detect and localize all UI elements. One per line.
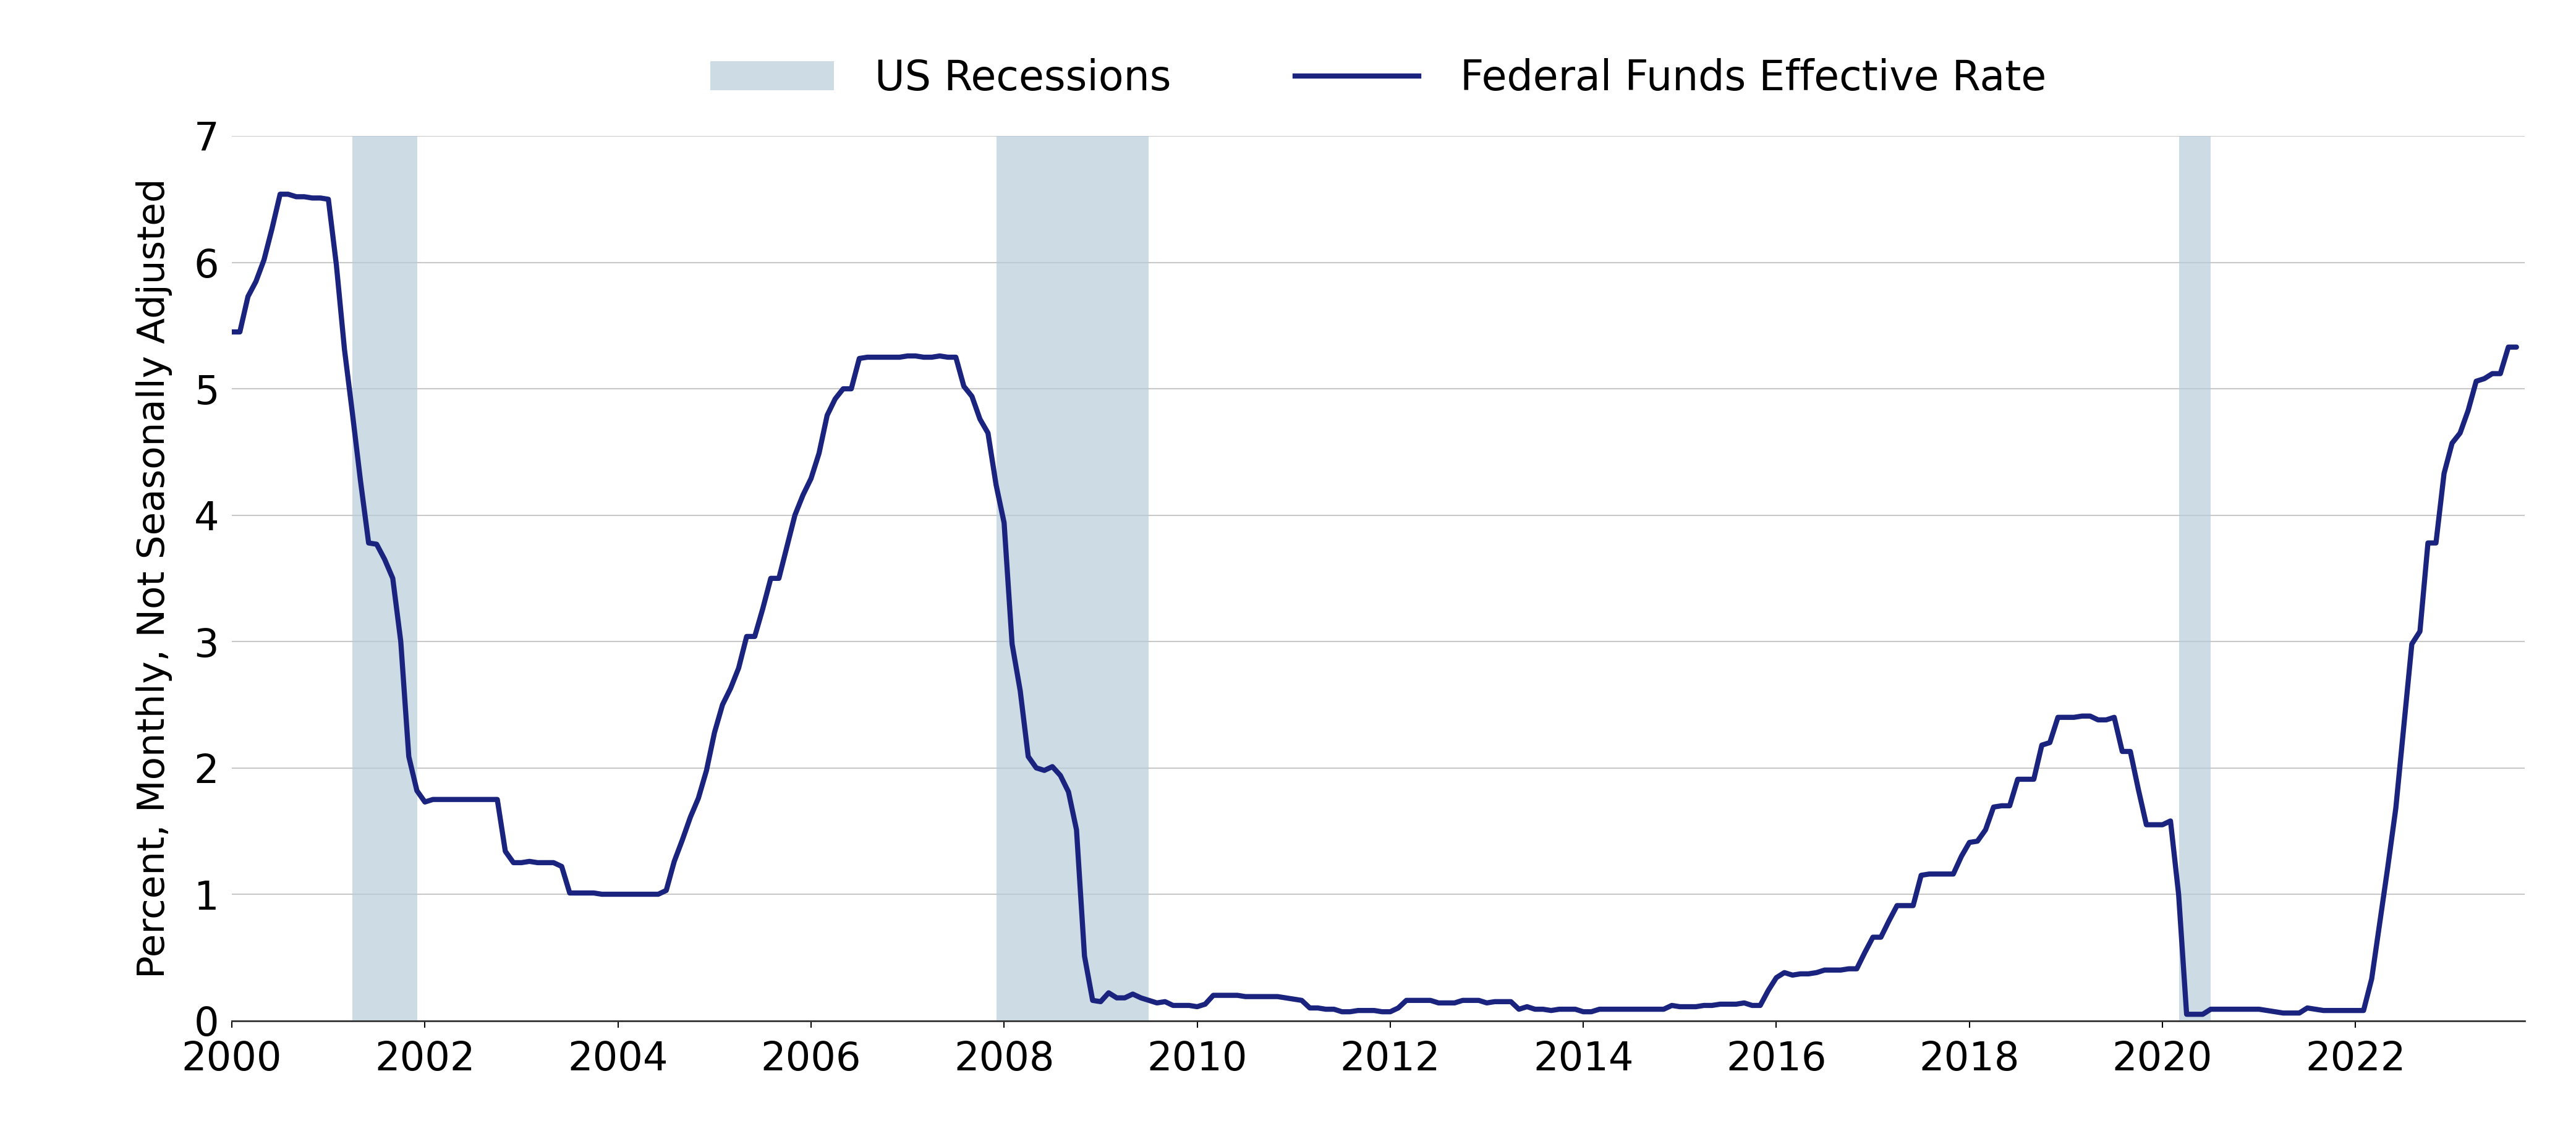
Legend: US Recessions, Federal Funds Effective Rate: US Recessions, Federal Funds Effective R… [693,42,2063,116]
Y-axis label: Percent, Monthly, Not Seasonally Adjusted: Percent, Monthly, Not Seasonally Adjuste… [137,178,173,979]
Bar [353,136,417,1021]
Bar [997,136,1149,1021]
Bar [2179,136,2210,1021]
